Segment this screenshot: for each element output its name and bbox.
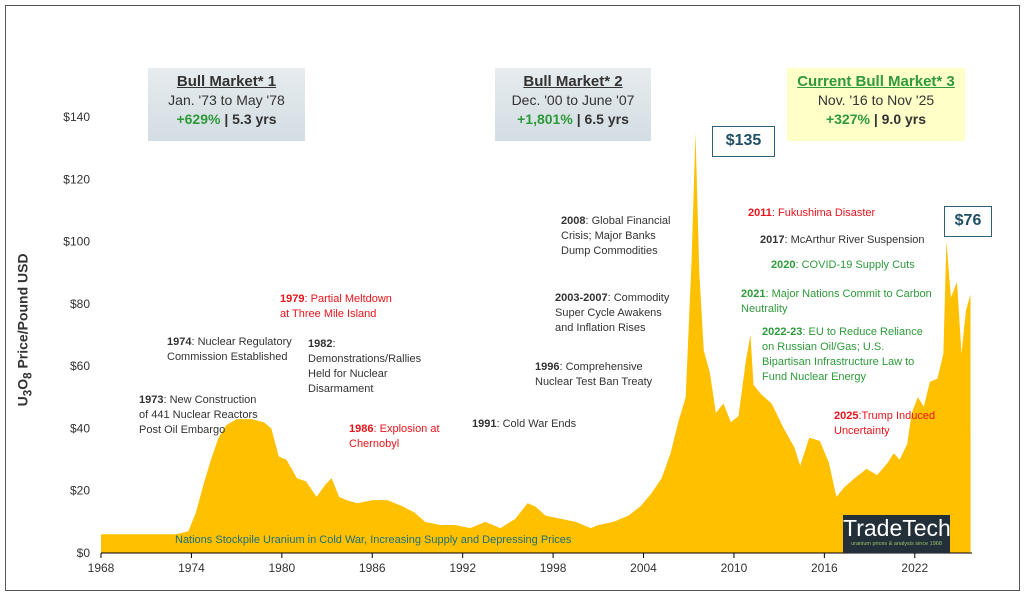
bull-market-3-box: Current Bull Market* 3 Nov. '16 to Nov '…: [787, 68, 965, 141]
annotation-2022-23: 2022-23: EU to Reduce Reliance on Russia…: [762, 326, 923, 383]
x-tick-label: 1974: [178, 561, 205, 575]
bull-market-title: Bull Market* 2: [523, 73, 623, 90]
y-tick-label: $60: [70, 359, 90, 373]
bull-market-gain: +629%: [176, 111, 221, 127]
x-tick-label: 1998: [540, 561, 567, 575]
bull-market-2-box: Bull Market* 2 Dec. '00 to June '07 +1,8…: [495, 68, 651, 141]
bull-market-title: Bull Market* 1: [176, 73, 277, 90]
x-tick-label: 2010: [721, 561, 748, 575]
y-tick-label: $100: [63, 235, 90, 249]
bull-market-gain: +1,801%: [517, 111, 573, 127]
logo-tagline: uranium prices & analysis since 1968: [851, 541, 942, 547]
x-tick-label: 2022: [901, 561, 928, 575]
bull-market-duration: | 6.5 yrs: [576, 111, 629, 127]
bull-market-gain: +327%: [825, 111, 870, 127]
annotation-2025: 2025:Trump Induced Uncertainty: [834, 410, 936, 437]
annotation-2021: 2021: Major Nations Commit to Carbon Neu…: [741, 288, 932, 315]
x-tick-label: 2016: [811, 561, 838, 575]
y-axis-label: U3O8 Price/Pound USD: [14, 253, 35, 407]
annotation-1973: 1973: New Construction of 441 Nuclear Re…: [139, 394, 258, 436]
chart-frame: [5, 5, 1020, 591]
bull-market-1-box: Bull Market* 1 Jan. '73 to May '78 +629%…: [148, 68, 305, 141]
annotation-1996: 1996: Comprehensive Nuclear Test Ban Tre…: [535, 361, 653, 388]
annotation-2011: 2011: Fukushima Disaster: [748, 207, 876, 219]
bull-market-range: Nov. '16 to Nov '25: [817, 92, 935, 108]
annotation-1979: 1979: Partial Meltdown at Three Mile Isl…: [280, 293, 392, 320]
current-price-label: $76: [944, 206, 992, 237]
price-area: [101, 132, 971, 553]
bull-market-range: Jan. '73 to May '78: [168, 92, 285, 108]
bull-market-range: Dec. '00 to June '07: [511, 92, 635, 108]
bull-market-duration: | 5.3 yrs: [224, 111, 277, 127]
logo-name: TradeTech: [843, 515, 951, 541]
annotation-1982: 1982: Demonstrations/Rallies Held for Nu…: [308, 338, 422, 395]
tradetech-logo: TradeTech uranium prices & analysis since…: [843, 515, 951, 553]
cold-war-note: Nations Stockpile Uranium in Cold War, I…: [175, 534, 572, 546]
x-tick-label: 1992: [449, 561, 476, 575]
y-tick-label: $40: [70, 421, 90, 435]
annotation-2017: 2017: McArthur River Suspension: [760, 234, 925, 246]
annotation-1991: 1991: Cold War Ends: [472, 418, 577, 430]
y-tick-label: $20: [70, 484, 90, 498]
annotation-1986: 1986: Explosion at Chernobyl: [349, 423, 440, 450]
bull-market-title: Current Bull Market* 3: [797, 73, 955, 90]
annotation-1974: 1974: Nuclear Regulatory Commission Esta…: [167, 336, 292, 363]
annotation-2003-2007: 2003-2007: Commodity Super Cycle Awakens…: [555, 292, 670, 334]
bull-market-duration: | 9.0 yrs: [873, 111, 927, 127]
y-tick-label: $140: [63, 110, 90, 124]
y-tick-label: $80: [70, 297, 90, 311]
x-tick-label: 2004: [630, 561, 657, 575]
x-tick-label: 1980: [268, 561, 295, 575]
y-tick-label: $120: [63, 172, 90, 186]
x-tick-label: 1968: [88, 561, 115, 575]
x-tick-label: 1986: [359, 561, 386, 575]
y-tick-label: $0: [77, 546, 91, 560]
peak-price-label: $135: [712, 126, 775, 157]
annotation-2008: 2008: Global Financial Crisis; Major Ban…: [561, 215, 671, 257]
annotation-2020: 2020: COVID-19 Supply Cuts: [771, 259, 915, 271]
